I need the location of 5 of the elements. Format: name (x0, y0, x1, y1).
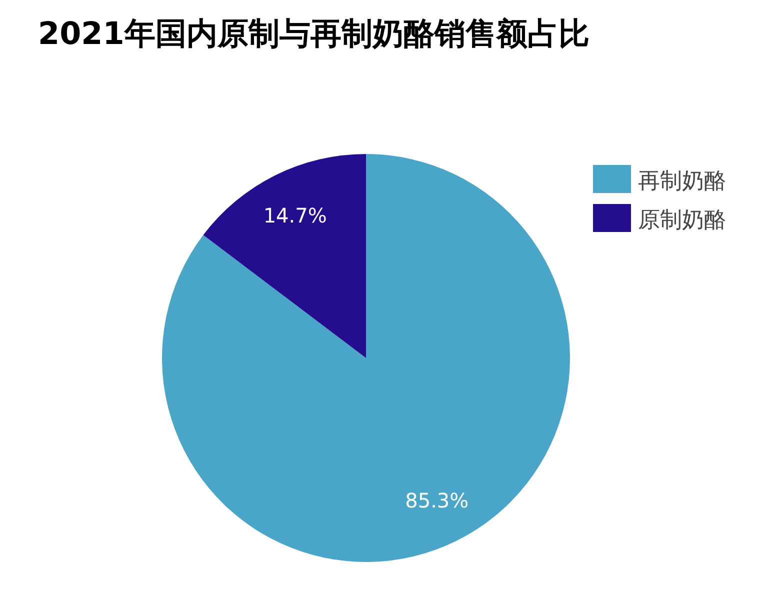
legend-label: 再制奶酪 (638, 169, 726, 194)
data-label: 85.3% (405, 488, 469, 512)
chart-title: 2021年国内原制与再制奶酪销售额占比 (38, 16, 590, 52)
legend-label: 原制奶酪 (638, 208, 726, 233)
data-label: 14.7% (263, 204, 327, 228)
